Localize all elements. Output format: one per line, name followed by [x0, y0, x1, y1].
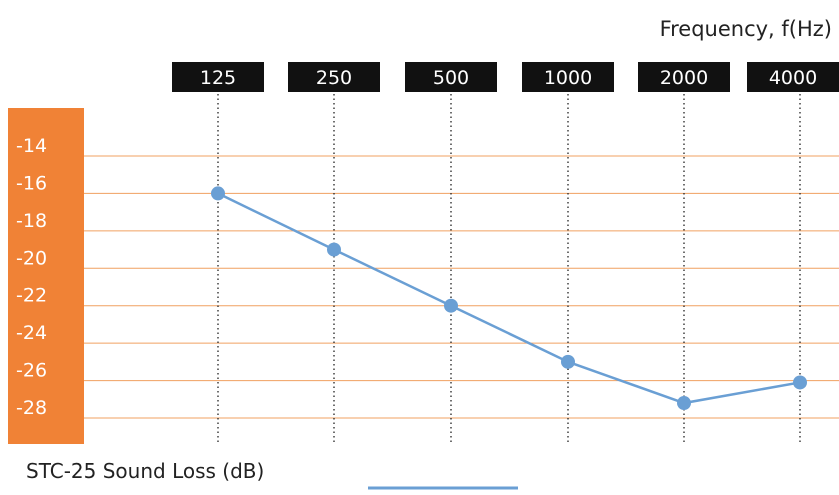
category-label: 250 [316, 67, 352, 89]
series-layer [211, 186, 807, 411]
category-label: 4000 [769, 67, 817, 89]
category-box [405, 62, 497, 92]
category-guides [217, 94, 801, 444]
category-label: 1000 [544, 67, 592, 89]
y-axis-band [8, 108, 84, 444]
legend: STC-25 Sound Loss (dB) [26, 459, 518, 490]
data-point [561, 354, 575, 369]
data-point [444, 298, 458, 313]
y-tick-label: -14 [16, 135, 47, 157]
category-box [522, 62, 614, 92]
series-line [217, 192, 801, 405]
y-tick-label: -24 [16, 322, 47, 344]
category-label: 125 [200, 67, 236, 89]
category-box [288, 62, 380, 92]
gridlines [84, 155, 839, 419]
data-point [211, 186, 225, 201]
y-tick-labels: -14 -16 -18 -20 -22 -24 -26 -28 [16, 135, 47, 419]
y-tick-label: -18 [16, 210, 47, 232]
data-point [677, 396, 691, 411]
category-box [747, 62, 839, 92]
y-tick-label: -20 [16, 247, 47, 269]
y-tick-label: -16 [16, 172, 47, 194]
x-axis-title: Frequency, f(Hz) [660, 17, 832, 41]
data-point [327, 242, 341, 257]
category-label: 500 [433, 67, 469, 89]
category-box [638, 62, 730, 92]
category-box [172, 62, 264, 92]
category-labels: 125 250 500 1000 2000 4000 [172, 62, 839, 92]
data-point [793, 375, 807, 390]
legend-label: STC-25 Sound Loss (dB) [26, 459, 264, 483]
y-axis-band-rect [8, 108, 84, 444]
y-tick-label: -26 [16, 360, 47, 382]
y-tick-label: -22 [16, 285, 47, 307]
category-label: 2000 [660, 67, 708, 89]
y-tick-label: -28 [16, 397, 47, 419]
